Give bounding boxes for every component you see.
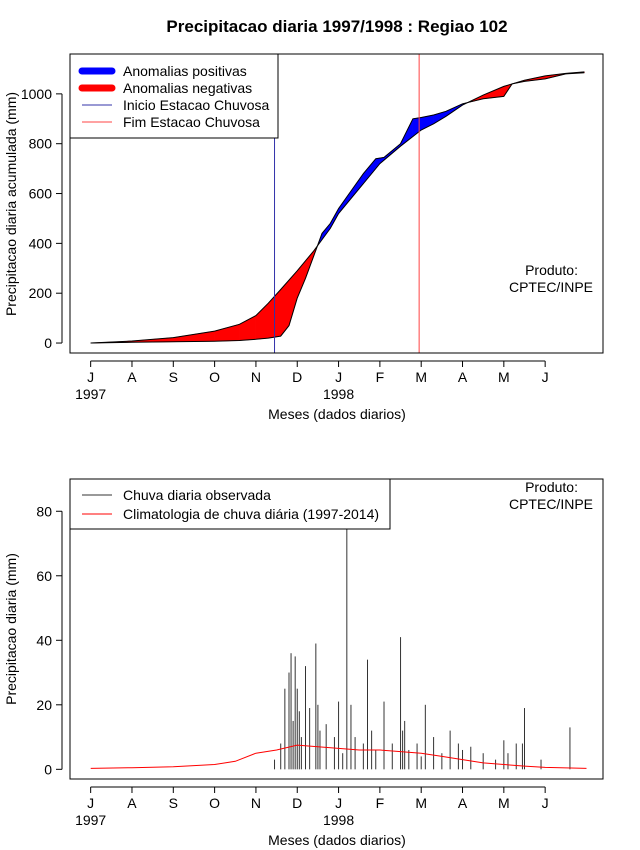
negative-anomaly-area xyxy=(239,315,257,341)
climatology-accumulated-line xyxy=(90,71,585,344)
bottom-data-marks xyxy=(90,488,587,770)
top-y-tick-label: 200 xyxy=(29,285,53,301)
negative-anomaly-area xyxy=(214,323,240,342)
top-y-tick-label: 0 xyxy=(44,335,52,351)
top-x-tick-label: J xyxy=(87,369,94,385)
top-y-axis-label: Precipitacao diaria acumulada (mm) xyxy=(3,92,19,316)
bottom-x-tick-label: A xyxy=(127,795,137,811)
bottom-x-tick-label: N xyxy=(251,795,261,811)
bottom-y-tick-label: 20 xyxy=(36,697,52,713)
bottom-credit-line-2: CPTEC/INPE xyxy=(509,496,593,512)
bottom-x-tick-label: A xyxy=(458,795,468,811)
top-y-tick-label: 600 xyxy=(29,186,53,202)
bottom-legend: Chuva diaria observada Climatologia de c… xyxy=(69,478,391,530)
top-x-tick-label: J xyxy=(335,369,342,385)
top-x-tick-label: F xyxy=(376,369,385,385)
top-x-tick-label: S xyxy=(169,369,178,385)
bottom-x-tick-label: S xyxy=(169,795,178,811)
bottom-y-axis: 0 20 40 60 80 xyxy=(36,503,63,777)
top-y-axis: 0 200 400 600 800 1000 xyxy=(21,86,63,351)
legend-label-inicio: Inicio Estacao Chuvosa xyxy=(123,97,270,113)
top-x-axis-label: Meses (dados diarios) xyxy=(268,406,406,422)
legend-label-climatologia: Climatologia de chuva diária (1997-2014) xyxy=(123,506,379,522)
top-x-tick-label: M xyxy=(415,369,427,385)
top-year-label: 1998 xyxy=(323,386,354,402)
top-legend: Anomalias positivas Anomalias negativas … xyxy=(69,53,279,139)
top-y-tick-label: 1000 xyxy=(21,86,52,102)
top-x-tick-label: O xyxy=(209,369,220,385)
bottom-x-tick-label: O xyxy=(209,795,220,811)
daily-climatology-line xyxy=(90,744,587,769)
bottom-y-tick-label: 0 xyxy=(44,761,52,777)
top-x-tick-label: A xyxy=(127,369,137,385)
negative-anomaly-area xyxy=(255,302,269,340)
legend-label-negative: Anomalias negativas xyxy=(123,80,252,96)
top-y-tick-label: 400 xyxy=(29,235,53,251)
top-year-label: 1997 xyxy=(75,386,106,402)
observed-accumulated-line xyxy=(90,72,585,344)
bottom-credit-line-1: Produto: xyxy=(525,479,578,495)
top-x-tick-label: A xyxy=(458,369,468,385)
top-credit-line-1: Produto: xyxy=(525,262,578,278)
top-data-marks xyxy=(90,54,585,353)
top-panel: Precipitacao diaria 1997/1998 : Regiao 1… xyxy=(3,17,604,422)
bottom-x-tick-label: F xyxy=(376,795,385,811)
bottom-x-tick-label: J xyxy=(335,795,342,811)
top-x-tick-label: M xyxy=(498,369,510,385)
bottom-x-tick-label: M xyxy=(415,795,427,811)
bottom-x-tick-label: M xyxy=(498,795,510,811)
top-x-tick-label: N xyxy=(251,369,261,385)
bottom-x-tick-label: D xyxy=(292,795,302,811)
legend-label-positive: Anomalias positivas xyxy=(123,63,247,79)
top-plot-frame xyxy=(69,53,604,354)
top-x-tick-label: J xyxy=(542,369,549,385)
bottom-year-label: 1997 xyxy=(75,812,106,828)
bottom-y-tick-label: 40 xyxy=(36,632,52,648)
bottom-x-tick-label: J xyxy=(542,795,549,811)
top-credit-line-2: CPTEC/INPE xyxy=(509,279,593,295)
top-x-tick-label: D xyxy=(292,369,302,385)
top-y-tick-label: 800 xyxy=(29,136,53,152)
bottom-year-label: 1998 xyxy=(323,812,354,828)
legend-label-fim: Fim Estacao Chuvosa xyxy=(123,114,260,130)
bottom-y-tick-label: 80 xyxy=(36,503,52,519)
bottom-y-axis-label: Precipitacao diaria (mm) xyxy=(3,553,19,705)
bottom-legend-box xyxy=(69,478,391,530)
bottom-x-tick-label: J xyxy=(87,795,94,811)
chart-title: Precipitacao diaria 1997/1998 : Regiao 1… xyxy=(166,17,507,36)
bottom-y-tick-label: 60 xyxy=(36,568,52,584)
bottom-x-axis-label: Meses (dados diarios) xyxy=(268,832,406,848)
legend-label-observada: Chuva diaria observada xyxy=(123,487,271,503)
positive-anomaly-area xyxy=(375,157,381,170)
